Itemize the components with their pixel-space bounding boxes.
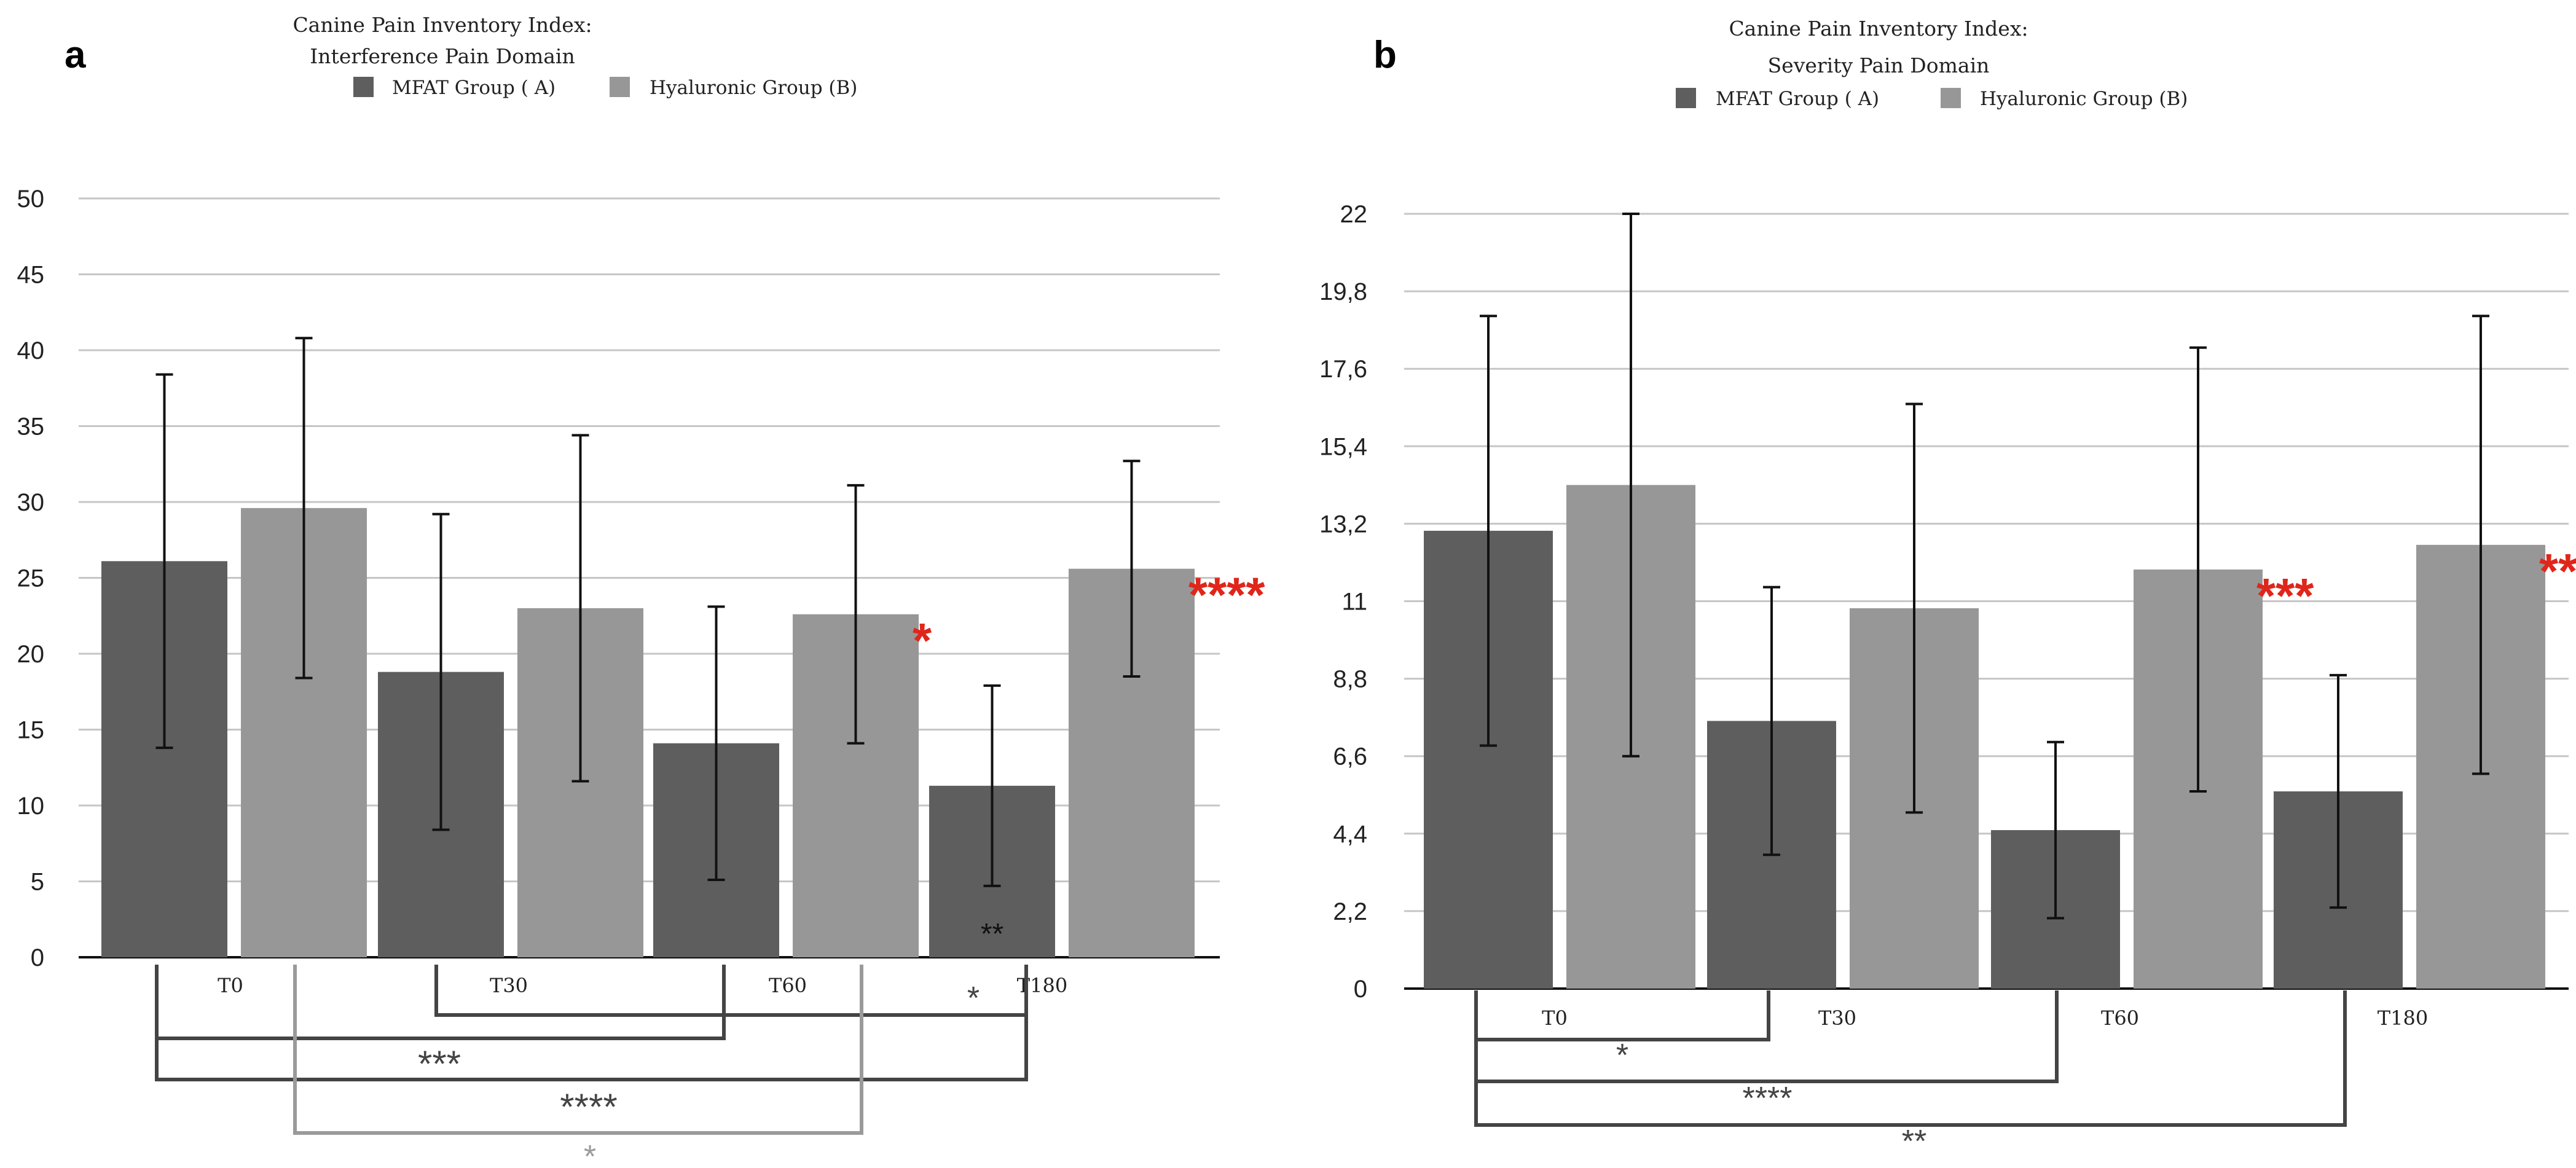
panel-label-b: b	[1373, 34, 1397, 76]
legend-a-swatch-mfat	[353, 77, 374, 97]
significance-bracket: *	[293, 965, 863, 1168]
error-bar	[432, 512, 450, 831]
significance-marker: *	[913, 613, 932, 668]
bracket-label: **	[1902, 1124, 1926, 1159]
y-tick-label: 45	[17, 262, 45, 289]
error-bar	[847, 484, 865, 745]
x-category-label: T60	[2101, 1006, 2139, 1030]
legend-b-swatch-mfat	[1676, 88, 1696, 108]
bracket-line	[1474, 990, 2347, 1127]
legend-b-swatch-hyaluronic	[1941, 88, 1961, 108]
y-tick-label: 0	[1354, 976, 1367, 1003]
bracket-label: ***	[418, 1043, 461, 1084]
bracket-label: *	[584, 1139, 596, 1168]
bracket-label: *	[967, 981, 980, 1016]
y-tick-label: 13,2	[1319, 511, 1367, 538]
y-tick-label: 15,4	[1319, 433, 1367, 460]
y-tick-label: 19,8	[1319, 278, 1367, 305]
error-bar	[983, 684, 1001, 887]
significance-marker: ****	[1188, 568, 1265, 622]
significance-bracket: *	[1474, 990, 1770, 1073]
chart-b-legend: MFAT Group ( A) Hyaluronic Group (B)	[1676, 88, 2188, 110]
chart-a-x-axis: T0 T30 T60 T180	[218, 974, 1067, 997]
chart-b-significance-markers: *** **	[2256, 544, 2576, 623]
legend-b-label-mfat: MFAT Group ( A)	[1716, 88, 1879, 110]
bracket-label: ****	[1743, 1081, 1793, 1116]
panel-a: a Canine Pain Inventory Index: Interfere…	[17, 13, 1266, 1168]
y-tick-label: 10	[17, 793, 45, 820]
chart-a-significance-markers: *******	[913, 568, 1265, 950]
error-bar	[155, 373, 173, 750]
chart-b-subtitle: Severity Pain Domain	[1768, 53, 1990, 77]
significance-bracket: **	[1474, 990, 2347, 1159]
bracket-line	[1474, 990, 1770, 1041]
error-bar	[2189, 346, 2207, 793]
x-category-label: T180	[2378, 1006, 2428, 1030]
chart-b-brackets: *******	[1474, 990, 2347, 1159]
x-category-label: T30	[490, 974, 528, 997]
error-bar	[1622, 213, 1639, 758]
y-tick-label: 35	[17, 414, 45, 441]
error-bar	[295, 337, 313, 680]
chart-a-subtitle: Interference Pain Domain	[310, 44, 575, 68]
legend-a-label-mfat: MFAT Group ( A)	[392, 77, 556, 99]
x-category-label: T60	[769, 974, 807, 997]
y-tick-label: 17,6	[1319, 356, 1367, 383]
y-tick-label: 22	[1340, 201, 1368, 228]
error-bar	[707, 605, 725, 882]
chart-a-legend: MFAT Group ( A) Hyaluronic Group (B)	[353, 77, 857, 99]
error-bar	[2047, 740, 2064, 920]
y-tick-label: 6,6	[1333, 743, 1367, 770]
error-bar	[2472, 315, 2489, 775]
y-tick-label: 20	[17, 641, 45, 668]
error-bar	[1480, 315, 1497, 747]
bracket-line	[293, 965, 863, 1135]
chart-a-title: Canine Pain Inventory Index:	[293, 13, 592, 37]
legend-a-label-hyaluronic: Hyaluronic Group (B)	[650, 77, 857, 99]
legend-b-label-hyaluronic: Hyaluronic Group (B)	[1980, 88, 2188, 110]
y-tick-label: 0	[31, 944, 44, 971]
bracket-line	[1474, 990, 2059, 1083]
x-category-label: T0	[1542, 1006, 1568, 1030]
error-bar	[571, 434, 589, 783]
chart-b-title: Canine Pain Inventory Index:	[1729, 17, 2028, 41]
significance-marker: **	[981, 918, 1003, 950]
y-tick-label: 50	[17, 186, 45, 213]
y-tick-label: 11	[1341, 589, 1367, 616]
panel-b: b Canine Pain Inventory Index: Severity …	[1319, 17, 2576, 1159]
chart-b-x-axis: T0 T30 T60 T180	[1542, 1006, 2428, 1030]
chart-b-bars	[1424, 485, 2545, 989]
panel-label-a: a	[65, 34, 86, 76]
chart-a-brackets: *********	[155, 965, 1028, 1168]
chart-a-y-axis: 0 5 10 15 20 25 30 35 40 45 50	[17, 186, 45, 971]
bracket-line	[155, 965, 1028, 1081]
y-tick-label: 8,8	[1333, 666, 1367, 693]
x-category-label: T30	[1818, 1006, 1856, 1030]
error-bar	[1123, 460, 1141, 678]
error-bar	[1906, 402, 1923, 814]
y-tick-label: 25	[17, 565, 45, 592]
significance-marker: **	[2539, 544, 2576, 598]
chart-a-bars	[101, 508, 1195, 957]
y-tick-label: 4,4	[1333, 821, 1367, 848]
y-tick-label: 30	[17, 489, 45, 516]
significance-bracket: ****	[155, 965, 1028, 1127]
y-tick-label: 40	[17, 337, 45, 364]
legend-a-swatch-hyaluronic	[610, 77, 630, 97]
bracket-label: *	[1616, 1038, 1628, 1073]
chart-a-error-bars	[155, 337, 1141, 887]
error-bar	[1763, 586, 1780, 856]
x-category-label: T0	[218, 974, 243, 997]
chart-b-y-axis: 0 2,2 4,4 6,6 8,8 11 13,2 15,4 17,6 19,8 22	[1319, 201, 1367, 1003]
error-bar	[2330, 673, 2347, 909]
chart-b-error-bars	[1480, 213, 2489, 920]
significance-marker: ***	[2256, 568, 2314, 623]
y-tick-label: 5	[31, 869, 44, 896]
y-tick-label: 2,2	[1333, 898, 1367, 925]
bracket-label: ****	[560, 1086, 617, 1127]
y-tick-label: 15	[17, 717, 45, 744]
